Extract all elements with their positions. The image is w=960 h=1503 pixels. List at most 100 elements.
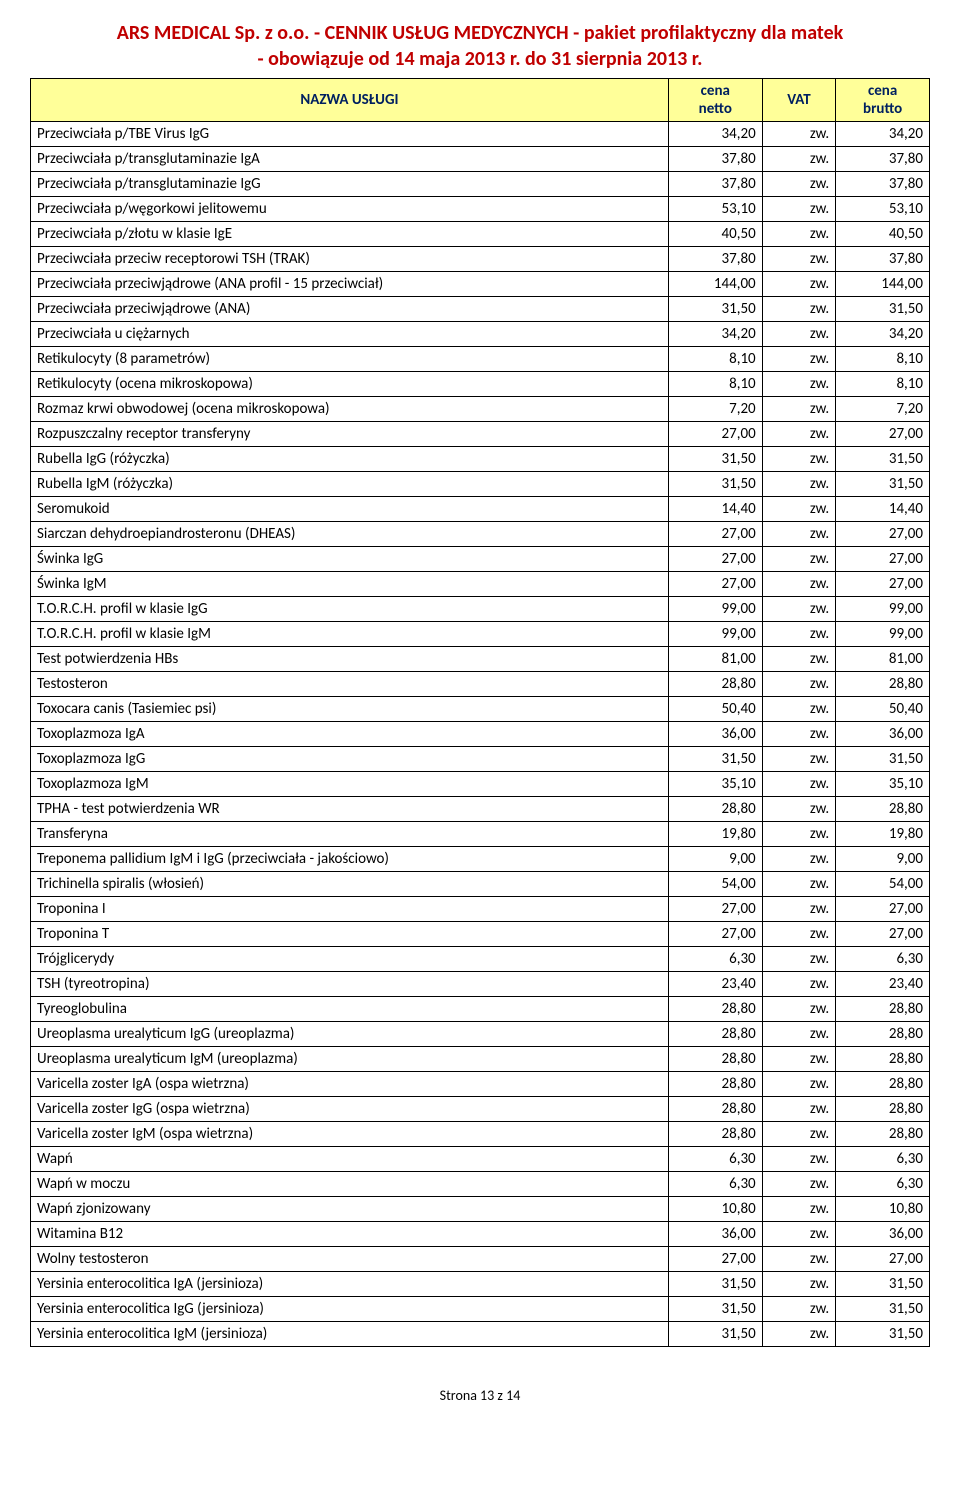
cell-brutto: 28,80	[836, 1072, 930, 1097]
cell-brutto: 36,00	[836, 1222, 930, 1247]
cell-brutto: 99,00	[836, 597, 930, 622]
cell-netto: 31,50	[668, 1272, 762, 1297]
cell-brutto: 31,50	[836, 1297, 930, 1322]
cell-vat: zw.	[762, 247, 836, 272]
table-row: Rozpuszczalny receptor transferyny27,00z…	[31, 422, 930, 447]
cell-name: Transferyna	[31, 822, 669, 847]
table-row: Testosteron28,80zw.28,80	[31, 672, 930, 697]
cell-name: Treponema pallidium IgM i IgG (przeciwci…	[31, 847, 669, 872]
cell-name: Testosteron	[31, 672, 669, 697]
price-table: NAZWA USŁUGI cena netto VAT cena brutto …	[30, 78, 930, 1347]
table-row: Retikulocyty (ocena mikroskopowa)8,10zw.…	[31, 372, 930, 397]
cell-brutto: 27,00	[836, 422, 930, 447]
table-row: T.O.R.C.H. profil w klasie IgG99,00zw.99…	[31, 597, 930, 622]
cell-vat: zw.	[762, 197, 836, 222]
cell-brutto: 7,20	[836, 397, 930, 422]
table-row: Świnka IgG27,00zw.27,00	[31, 547, 930, 572]
cell-name: Test potwierdzenia HBs	[31, 647, 669, 672]
cell-name: Yersinia enterocolitica IgM (jersinioza)	[31, 1322, 669, 1347]
table-row: Toxoplazmoza IgG31,50zw.31,50	[31, 747, 930, 772]
cell-brutto: 27,00	[836, 572, 930, 597]
cell-vat: zw.	[762, 447, 836, 472]
cell-name: Toxoplazmoza IgG	[31, 747, 669, 772]
cell-brutto: 34,20	[836, 122, 930, 147]
cell-vat: zw.	[762, 1022, 836, 1047]
cell-brutto: 28,80	[836, 1122, 930, 1147]
cell-vat: zw.	[762, 1272, 836, 1297]
cell-vat: zw.	[762, 522, 836, 547]
cell-netto: 31,50	[668, 447, 762, 472]
cell-brutto: 28,80	[836, 1097, 930, 1122]
cell-brutto: 37,80	[836, 147, 930, 172]
cell-netto: 28,80	[668, 797, 762, 822]
cell-vat: zw.	[762, 622, 836, 647]
cell-name: Ureoplasma urealyticum IgM (ureoplazma)	[31, 1047, 669, 1072]
title-line-1: ARS MEDICAL Sp. z o.o. - CENNIK USŁUG ME…	[117, 21, 843, 45]
cell-name: Przeciwciała przeciwjądrowe (ANA profil …	[31, 272, 669, 297]
cell-name: T.O.R.C.H. profil w klasie IgG	[31, 597, 669, 622]
cell-vat: zw.	[762, 597, 836, 622]
cell-name: Przeciwciała przeciw receptorowi TSH (TR…	[31, 247, 669, 272]
cell-vat: zw.	[762, 122, 836, 147]
cell-vat: zw.	[762, 272, 836, 297]
table-row: Tyreoglobulina28,80zw.28,80	[31, 997, 930, 1022]
cell-netto: 81,00	[668, 647, 762, 672]
cell-brutto: 31,50	[836, 447, 930, 472]
table-row: Troponina T27,00zw.27,00	[31, 922, 930, 947]
cell-vat: zw.	[762, 322, 836, 347]
table-row: Przeciwciała przeciw receptorowi TSH (TR…	[31, 247, 930, 272]
cell-netto: 10,80	[668, 1197, 762, 1222]
cell-name: T.O.R.C.H. profil w klasie IgM	[31, 622, 669, 647]
cell-netto: 28,80	[668, 672, 762, 697]
cell-netto: 144,00	[668, 272, 762, 297]
table-row: Retikulocyty (8 parametrów)8,10zw.8,10	[31, 347, 930, 372]
cell-netto: 99,00	[668, 597, 762, 622]
cell-netto: 6,30	[668, 1172, 762, 1197]
cell-netto: 31,50	[668, 297, 762, 322]
cell-name: Yersinia enterocolitica IgA (jersinioza)	[31, 1272, 669, 1297]
table-row: Seromukoid14,40zw.14,40	[31, 497, 930, 522]
cell-vat: zw.	[762, 1197, 836, 1222]
cell-netto: 36,00	[668, 722, 762, 747]
cell-name: Witamina B12	[31, 1222, 669, 1247]
cell-name: Trichinella spiralis (włosień)	[31, 872, 669, 897]
cell-name: Świnka IgM	[31, 572, 669, 597]
table-row: Rubella IgG (różyczka)31,50zw.31,50	[31, 447, 930, 472]
header-name: NAZWA USŁUGI	[31, 79, 669, 122]
cell-netto: 53,10	[668, 197, 762, 222]
cell-name: Przeciwciała p/transglutaminazie IgG	[31, 172, 669, 197]
table-row: Wapń w moczu6,30zw.6,30	[31, 1172, 930, 1197]
cell-name: Świnka IgG	[31, 547, 669, 572]
cell-brutto: 6,30	[836, 1147, 930, 1172]
cell-brutto: 6,30	[836, 1172, 930, 1197]
cell-brutto: 28,80	[836, 797, 930, 822]
cell-netto: 35,10	[668, 772, 762, 797]
table-row: Trichinella spiralis (włosień)54,00zw.54…	[31, 872, 930, 897]
table-row: Troponina I27,00zw.27,00	[31, 897, 930, 922]
cell-vat: zw.	[762, 172, 836, 197]
cell-name: Wapń w moczu	[31, 1172, 669, 1197]
cell-netto: 27,00	[668, 922, 762, 947]
cell-netto: 27,00	[668, 522, 762, 547]
cell-brutto: 50,40	[836, 697, 930, 722]
cell-brutto: 31,50	[836, 297, 930, 322]
cell-netto: 28,80	[668, 1022, 762, 1047]
cell-name: Varicella zoster IgA (ospa wietrzna)	[31, 1072, 669, 1097]
cell-netto: 28,80	[668, 1047, 762, 1072]
cell-vat: zw.	[762, 547, 836, 572]
table-row: Świnka IgM27,00zw.27,00	[31, 572, 930, 597]
cell-name: Tyreoglobulina	[31, 997, 669, 1022]
cell-name: TPHA - test potwierdzenia WR	[31, 797, 669, 822]
cell-netto: 37,80	[668, 147, 762, 172]
cell-netto: 8,10	[668, 347, 762, 372]
cell-vat: zw.	[762, 372, 836, 397]
table-row: Przeciwciała p/transglutaminazie IgG37,8…	[31, 172, 930, 197]
table-row: Rubella IgM (różyczka)31,50zw.31,50	[31, 472, 930, 497]
table-row: Toxocara canis (Tasiemiec psi)50,40zw.50…	[31, 697, 930, 722]
cell-brutto: 28,80	[836, 1022, 930, 1047]
table-row: Przeciwciała p/transglutaminazie IgA37,8…	[31, 147, 930, 172]
cell-brutto: 31,50	[836, 1272, 930, 1297]
cell-name: Przeciwciała u ciężarnych	[31, 322, 669, 347]
cell-name: Seromukoid	[31, 497, 669, 522]
table-row: TPHA - test potwierdzenia WR28,80zw.28,8…	[31, 797, 930, 822]
